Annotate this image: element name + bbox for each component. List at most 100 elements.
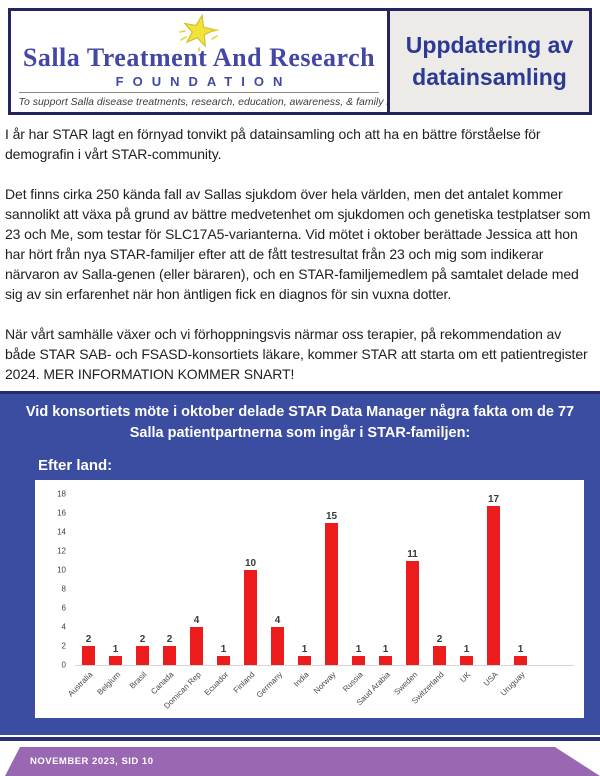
x-tick-label: Brasil [128, 670, 149, 691]
y-tick-label: 2 [61, 641, 66, 651]
x-tick-label: UK [458, 670, 473, 685]
bar-column: 17 [480, 494, 507, 665]
bar-value-label: 1 [517, 643, 524, 655]
bar [460, 655, 473, 665]
bar [433, 646, 446, 665]
x-tick: Germany [254, 666, 291, 712]
paragraph-1: I år har STAR lagt en förnyad tonvikt på… [5, 126, 541, 162]
data-section: Vid konsortiets möte i oktober delade ST… [0, 391, 600, 735]
bar-column: 1 [453, 494, 480, 665]
bar [406, 560, 419, 665]
page-title: Uppdatering av datainsamling [405, 32, 574, 90]
bar-value-label: 2 [166, 634, 173, 646]
bar-column: 1 [102, 494, 129, 665]
header: Salla Treatment And Research FOUNDATION … [8, 8, 592, 115]
bar [190, 627, 203, 665]
bar-column: 1 [507, 494, 534, 665]
y-tick-label: 4 [61, 622, 66, 632]
x-tick-label: Russia [341, 670, 365, 694]
bar-value-label: 2 [139, 634, 146, 646]
x-tick: UK [453, 666, 480, 712]
bar-value-label: 11 [407, 548, 418, 560]
foundation-logo: Salla Treatment And Research FOUNDATION … [11, 11, 387, 112]
star-icon [179, 13, 219, 52]
y-tick-label: 12 [57, 546, 66, 556]
footer-banner: NOVEMBER 2023, SID 10 [5, 747, 600, 776]
bar [109, 655, 122, 665]
bar-column: 2 [426, 494, 453, 665]
y-axis: 0 2 4 6 8 10 12 14 16 18 [47, 490, 71, 670]
y-tick-label: 8 [61, 584, 66, 594]
x-axis: Australia Belgium Brasil Canada Domican Rep E… [66, 666, 574, 712]
article-body: I år har STAR lagt en förnyad tonvikt på… [5, 124, 595, 388]
bar [217, 655, 230, 665]
bar-column: 1 [345, 494, 372, 665]
bar [271, 627, 284, 665]
bar [514, 655, 527, 665]
bar-column: 2 [129, 494, 156, 665]
bar [325, 522, 338, 665]
bar-column: 11 [399, 494, 426, 665]
chart-panel: 0 2 4 6 8 10 12 14 16 18 2 1 2 2 4 1 10 4 1 15 1 1 11 2 1 17 1 Au… [35, 480, 584, 718]
x-tick: Norway [312, 666, 345, 712]
bar-value-label: 1 [382, 643, 389, 655]
bar-column: 2 [156, 494, 183, 665]
x-tick: Switzerland [410, 666, 453, 712]
bar-value-label: 17 [487, 494, 500, 505]
paragraph-2: Det finns cirka 250 kända fall av Sallas… [5, 186, 591, 302]
y-tick-label: 18 [57, 489, 66, 499]
bar-value-label: 15 [325, 510, 338, 522]
bar [244, 570, 257, 665]
bar-column: 10 [237, 494, 264, 665]
footer-text: NOVEMBER 2023, SID 10 [30, 756, 154, 767]
paragraph-3: När vårt samhälle växer och vi förhoppni… [5, 326, 588, 382]
y-tick-label: 10 [57, 565, 66, 575]
bar-value-label: 1 [220, 643, 227, 655]
bar-column: 15 [318, 494, 345, 665]
x-tick: Uruguay [499, 666, 534, 712]
bar-value-label: 1 [355, 643, 362, 655]
x-tick-label: Australia [66, 670, 95, 699]
bar [163, 646, 176, 665]
bar-column: 1 [372, 494, 399, 665]
logo-tagline: To support Salla disease treatments, res… [18, 92, 387, 108]
bar-column: 4 [183, 494, 210, 665]
bar-value-label: 2 [436, 634, 443, 646]
bar [487, 506, 500, 665]
page-title-box: Uppdatering av datainsamling [387, 11, 589, 112]
logo-title: Salla Treatment And Research [22, 43, 376, 72]
bar [136, 646, 149, 665]
bar-value-label: 1 [112, 643, 119, 655]
chart-title: Efter land: [38, 457, 113, 474]
bar-column: 4 [264, 494, 291, 665]
bar-value-label: 1 [463, 643, 470, 655]
section-heading: Vid konsortiets möte i oktober delade ST… [0, 394, 600, 444]
y-tick-label: 0 [61, 660, 66, 670]
x-tick: Belgium [95, 666, 129, 712]
bar-value-label: 1 [301, 643, 308, 655]
bar-value-label: 4 [193, 615, 200, 627]
plot-right-spacer [534, 666, 574, 712]
section-divider [0, 737, 600, 741]
bar [352, 655, 365, 665]
bar-column: 1 [291, 494, 318, 665]
bar [298, 655, 311, 665]
y-tick-label: 6 [61, 603, 66, 613]
bar-value-label: 4 [274, 615, 281, 627]
bar [82, 646, 95, 665]
bar-column: 2 [75, 494, 102, 665]
bar-value-label: 2 [85, 634, 92, 646]
logo-foundation-label: FOUNDATION [115, 74, 292, 89]
y-tick-label: 14 [57, 527, 66, 537]
section-heading-line2: Salla patientpartnerna som ingår i STAR-… [129, 425, 471, 441]
bar [379, 655, 392, 665]
section-heading-line1: Vid konsortiets möte i oktober delade ST… [25, 404, 575, 420]
plot-wrap: 0 2 4 6 8 10 12 14 16 18 2 1 2 2 4 1 10 4 1 15 1 1 11 2 1 17 1 [57, 490, 574, 670]
bar-column: 1 [210, 494, 237, 665]
x-tick-label: USA [481, 670, 500, 688]
plot-area: 2 1 2 2 4 1 10 4 1 15 1 1 11 2 1 17 1 [75, 494, 574, 666]
y-tick-label: 16 [57, 508, 66, 518]
x-tick-label: India [292, 670, 311, 689]
bar-value-label: 10 [244, 558, 257, 569]
